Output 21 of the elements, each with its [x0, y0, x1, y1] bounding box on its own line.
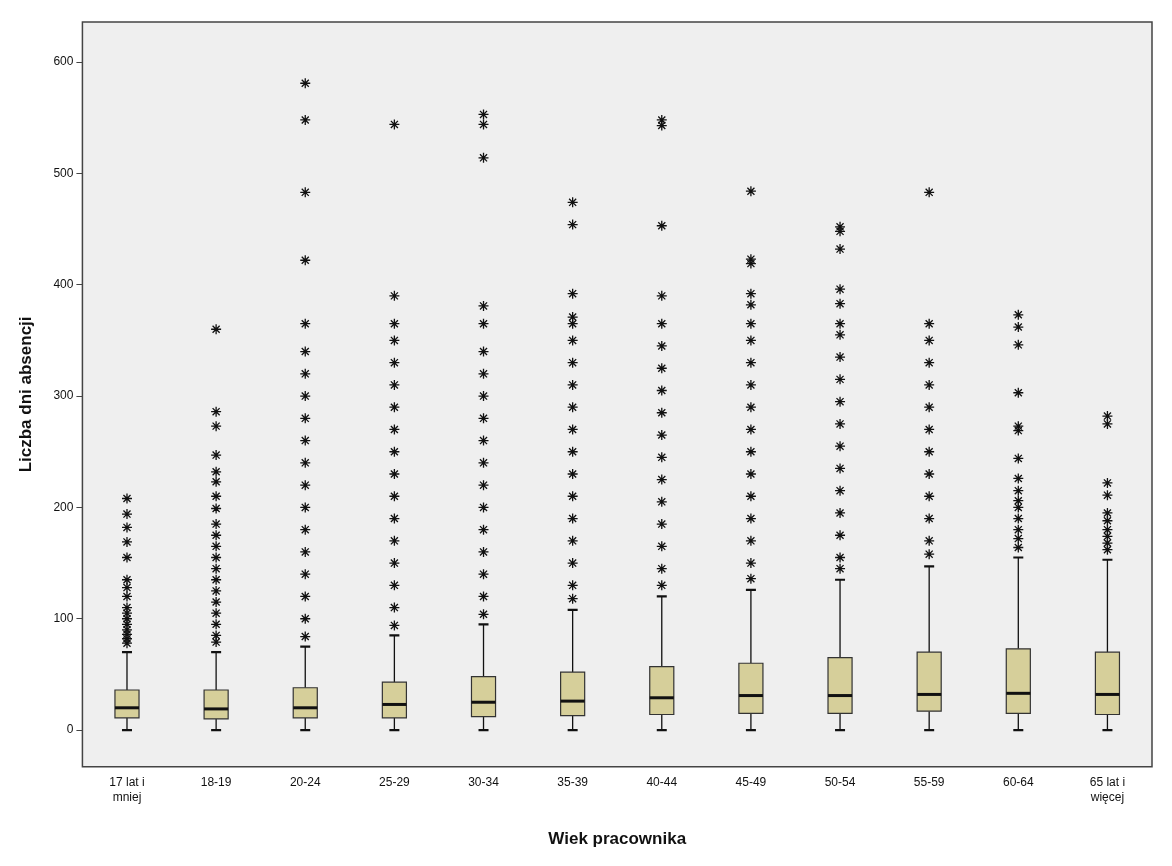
y-tick-label: 500 [53, 165, 74, 180]
y-tick-label: 400 [53, 277, 74, 292]
y-tick-label: 100 [53, 611, 74, 626]
y-tick-label: 0 [66, 722, 74, 737]
y-tick-label: 200 [53, 499, 74, 514]
x-tick-label: 35-39 [557, 775, 589, 790]
y-axis-title: Liczba dni absencji [15, 316, 35, 473]
x-tick-label: 25-29 [379, 775, 411, 790]
x-tick-label: 65 lat i więcej [1089, 775, 1126, 804]
y-tick-label: 300 [53, 388, 74, 403]
x-tick-label: 50-54 [824, 775, 856, 790]
x-tick-label: 60-64 [1002, 775, 1034, 790]
x-tick-label: 40-44 [646, 775, 678, 790]
x-tick-label: 55-59 [913, 775, 945, 790]
x-tick-label: 20-24 [289, 775, 321, 790]
x-tick-label: 45-49 [735, 775, 767, 790]
x-axis-title: Wiek pracownika [548, 829, 687, 849]
x-tick-label: 17 lat i mniej [109, 775, 145, 804]
y-tick-label: 600 [53, 54, 74, 69]
x-tick-label: 18-19 [200, 775, 232, 790]
x-tick-label: 30-34 [468, 775, 500, 790]
